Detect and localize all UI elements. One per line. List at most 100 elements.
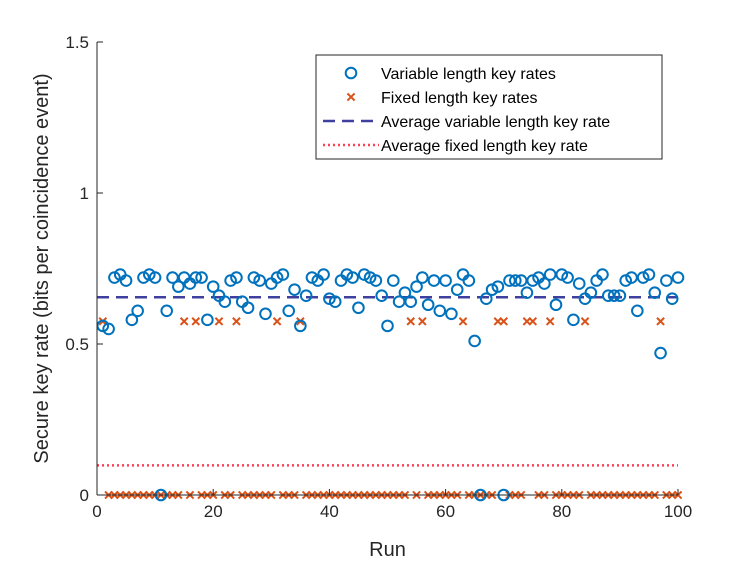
x-tick-label: 0 (92, 502, 101, 521)
x-stroke (656, 317, 665, 326)
variable-length-markers (96, 268, 685, 502)
y-tick-label: 0 (80, 486, 89, 505)
fixed-rate-point (528, 317, 538, 326)
variable-rate-point (625, 271, 638, 284)
legend-label: Average fixed length key rate (381, 138, 588, 155)
variable-rate-point (491, 280, 505, 293)
variable-rate-point (119, 274, 133, 287)
variable-rate-point (642, 268, 656, 281)
fixed-rate-point (545, 317, 555, 326)
variable-rate-point (567, 313, 580, 327)
x-axis-label: Run (369, 539, 406, 561)
variable-rate-point (369, 274, 383, 287)
variable-rate-point (538, 277, 551, 290)
variable-rate-point (520, 286, 534, 299)
variable-rate-point (601, 289, 615, 302)
legend-label: Variable length key rates (381, 66, 556, 83)
tick-labels: 0 20 40 60 80 100 0 0.5 1 1.5 (65, 33, 692, 521)
y-tick-label: 1 (80, 184, 89, 203)
variable-rate-point (148, 271, 162, 284)
variable-rate-point (241, 301, 255, 315)
variable-rate-point (427, 274, 441, 287)
fixed-rate-point (499, 317, 509, 326)
variable-rate-point (328, 295, 342, 309)
variable-rate-point (218, 295, 232, 309)
variable-rate-point (561, 271, 574, 284)
variable-rate-point (206, 280, 220, 293)
fixed-rate-point (406, 317, 416, 326)
variable-rate-point (288, 283, 301, 296)
variable-rate-point (439, 274, 452, 287)
variable-rate-point (514, 274, 528, 287)
variable-rate-point (102, 322, 115, 336)
variable-rate-point (450, 283, 464, 296)
variable-rate-point (160, 304, 174, 318)
fixed-rate-point (458, 317, 468, 326)
fixed-rate-point (418, 317, 427, 326)
variable-rate-point (172, 280, 185, 293)
variable-rate-point (479, 292, 493, 306)
variable-rate-point (421, 298, 435, 312)
variable-rate-point (387, 274, 400, 287)
x-stroke (179, 317, 189, 326)
fixed-rate-point (580, 317, 590, 326)
x-stroke (346, 92, 356, 102)
legend-box (315, 54, 663, 160)
variable-rate-point (352, 301, 365, 315)
x-tick-label: 20 (204, 502, 223, 521)
variable-rate-point (654, 346, 667, 360)
x-stroke (528, 317, 538, 326)
variable-rate-point (445, 307, 458, 321)
fixed-rate-point (179, 317, 189, 326)
x-stroke (191, 317, 201, 326)
variable-rate-point (259, 307, 272, 321)
x-stroke (232, 317, 241, 326)
axes (96, 41, 679, 496)
x-tick-label: 80 (552, 502, 571, 521)
y-axis-label: Secure key rate (bits per coincidence ev… (31, 73, 53, 463)
variable-rate-point (648, 286, 662, 299)
x-stroke (214, 317, 224, 326)
variable-rate-point (125, 313, 139, 327)
variable-rate-point (346, 271, 359, 284)
x-stroke (406, 317, 416, 326)
variable-rate-point (433, 304, 447, 318)
variable-rate-point (201, 313, 214, 327)
variable-rate-point (543, 268, 557, 281)
variable-rate-point (230, 271, 243, 284)
variable-rate-point (607, 289, 621, 302)
variable-rate-point (660, 274, 673, 287)
variable-rate-point (398, 286, 412, 299)
variable-rate-point (613, 289, 627, 302)
variable-rate-point (503, 274, 516, 287)
variable-rate-point (410, 280, 423, 293)
variable-rate-point (404, 295, 418, 309)
variable-rate-point (596, 268, 609, 281)
x-stroke (499, 317, 509, 326)
fixed-rate-point (272, 317, 282, 326)
x-tick-label: 100 (664, 502, 692, 521)
variable-rate-point (572, 277, 586, 290)
legend-label: Average variable length key rate (381, 114, 610, 131)
variable-rate-point (381, 319, 394, 333)
variable-rate-point (294, 319, 307, 333)
legend: Variable length key rates Fixed length ke… (315, 54, 663, 160)
legend-label: Fixed length key rates (381, 90, 538, 107)
variable-rate-point (299, 289, 313, 302)
x-stroke (545, 317, 555, 326)
x-tick-label: 60 (436, 502, 455, 521)
y-tick-label: 1.5 (65, 33, 89, 52)
x-stroke (580, 317, 590, 326)
x-tick-label: 40 (320, 502, 339, 521)
variable-rate-point (392, 295, 406, 309)
variable-rate-point (195, 271, 208, 284)
x-stroke (458, 317, 468, 326)
legend-circle-icon (344, 66, 358, 80)
variable-rate-point (131, 304, 144, 318)
variable-rate-point (166, 271, 179, 284)
fixed-rate-point (656, 317, 665, 326)
variable-rate-point (509, 274, 522, 287)
variable-rate-point (671, 271, 685, 284)
variable-rate-point (189, 271, 203, 284)
